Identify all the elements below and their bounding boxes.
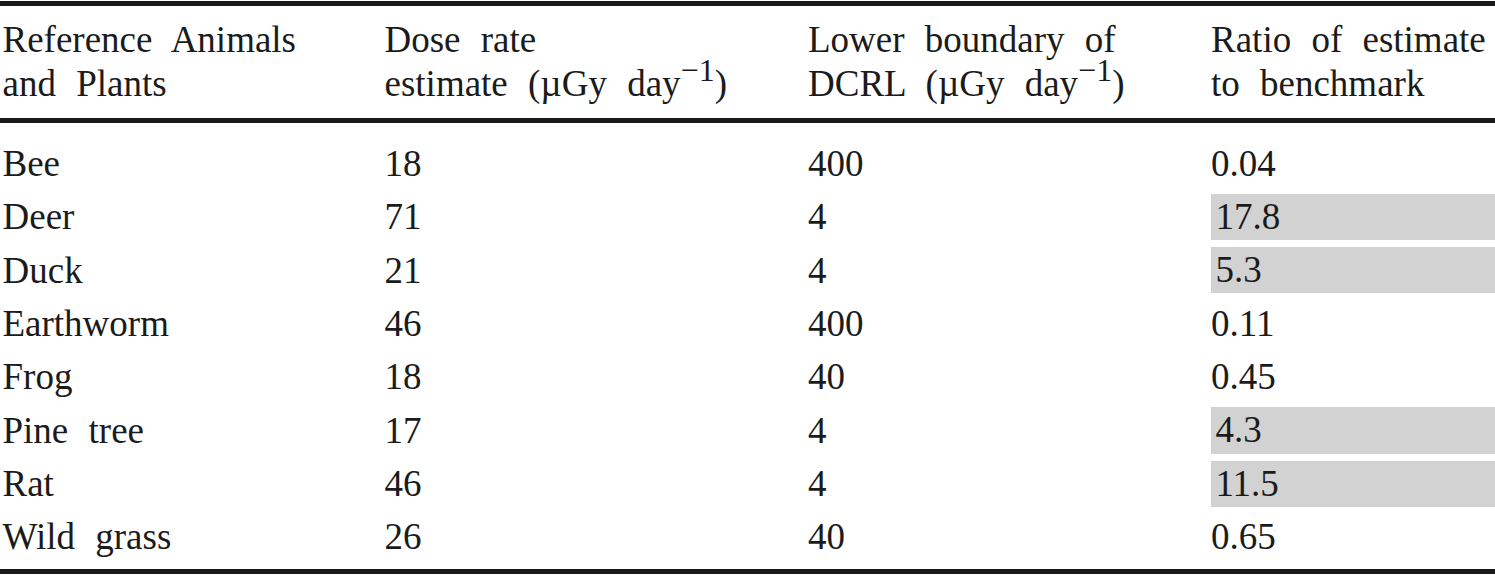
cell-animal-name: Rat — [3, 457, 54, 510]
cell-animal-name: Pine tree — [3, 404, 144, 457]
cell-ratio-to-benchmark: 5.3 — [1211, 247, 1495, 293]
cell-dose-rate-estimate: 18 — [385, 350, 422, 403]
cell-ratio-to-benchmark: 4.3 — [1211, 407, 1495, 453]
header-line-1: Reference Animals — [3, 19, 297, 60]
table-row-bee: Bee 18 400 0.04 — [0, 137, 1495, 190]
superscript-minus-1: −1 — [681, 52, 715, 88]
cell-dose-rate-estimate: 26 — [385, 510, 422, 563]
header-line-1: Dose rate — [385, 19, 537, 60]
cell-dose-rate-estimate: 46 — [385, 297, 422, 350]
cell-animal-name: Earthworm — [3, 297, 169, 350]
table-row-wild-grass: Wild grass 26 40 0.65 — [0, 510, 1495, 563]
cell-ratio-to-benchmark: 0.65 — [1211, 514, 1495, 560]
header-line-2: estimate (µGy day — [385, 63, 681, 104]
cell-dose-rate-estimate: 18 — [385, 137, 422, 190]
column-header-lower-boundary-dcrl: Lower boundary of DCRL (µGy day−1) — [808, 18, 1124, 106]
header-line-2: to benchmark — [1211, 63, 1424, 104]
cell-dcrl-lower-boundary: 400 — [808, 137, 864, 190]
header-line-2-close: ) — [1112, 63, 1124, 104]
cell-dose-rate-estimate: 17 — [385, 404, 422, 457]
cell-dose-rate-estimate: 71 — [385, 190, 422, 243]
cell-ratio-to-benchmark: 17.8 — [1211, 194, 1495, 240]
column-header-reference-animals-and-plants: Reference Animals and Plants — [3, 18, 297, 106]
cell-animal-name: Duck — [3, 244, 83, 297]
cell-animal-name: Frog — [3, 350, 73, 403]
cell-dose-rate-estimate: 21 — [385, 244, 422, 297]
table-header-rule — [0, 118, 1495, 123]
cell-dcrl-lower-boundary: 4 — [808, 457, 827, 510]
cell-ratio-to-benchmark: 0.11 — [1211, 301, 1495, 347]
table-row-deer: Deer 71 4 17.8 — [0, 190, 1495, 243]
superscript-minus-1: −1 — [1078, 52, 1112, 88]
table-row-rat: Rat 46 4 11.5 — [0, 457, 1495, 510]
cell-dose-rate-estimate: 46 — [385, 457, 422, 510]
header-line-1: Lower boundary of — [808, 19, 1116, 60]
cell-dcrl-lower-boundary: 40 — [808, 510, 845, 563]
cell-dcrl-lower-boundary: 40 — [808, 350, 845, 403]
column-header-ratio-estimate-benchmark: Ratio of estimate to benchmark — [1211, 18, 1486, 106]
table-row-duck: Duck 21 4 5.3 — [0, 244, 1495, 297]
header-line-2-close: ) — [715, 63, 727, 104]
table-row-earthworm: Earthworm 46 400 0.11 — [0, 297, 1495, 350]
table-top-rule — [0, 1, 1495, 6]
cell-dcrl-lower-boundary: 4 — [808, 404, 827, 457]
cell-ratio-to-benchmark: 0.04 — [1211, 141, 1495, 187]
cell-animal-name: Bee — [3, 137, 61, 190]
cell-dcrl-lower-boundary: 4 — [808, 244, 827, 297]
header-line-2: DCRL (µGy day — [808, 63, 1078, 104]
header-line-2: and Plants — [3, 63, 167, 104]
table-row-frog: Frog 18 40 0.45 — [0, 350, 1495, 403]
cell-dcrl-lower-boundary: 4 — [808, 190, 827, 243]
cell-ratio-to-benchmark: 0.45 — [1211, 354, 1495, 400]
cell-animal-name: Wild grass — [3, 510, 172, 563]
column-header-dose-rate-estimate: Dose rate estimate (µGy day−1) — [385, 18, 727, 106]
table-bottom-rule — [0, 569, 1495, 574]
cell-ratio-to-benchmark: 11.5 — [1211, 461, 1495, 507]
dose-rate-comparison-table: Reference Animals and Plants Dose rate e… — [0, 0, 1495, 578]
table-row-pine-tree: Pine tree 17 4 4.3 — [0, 404, 1495, 457]
header-line-1: Ratio of estimate — [1211, 19, 1486, 60]
cell-animal-name: Deer — [3, 190, 75, 243]
cell-dcrl-lower-boundary: 400 — [808, 297, 864, 350]
